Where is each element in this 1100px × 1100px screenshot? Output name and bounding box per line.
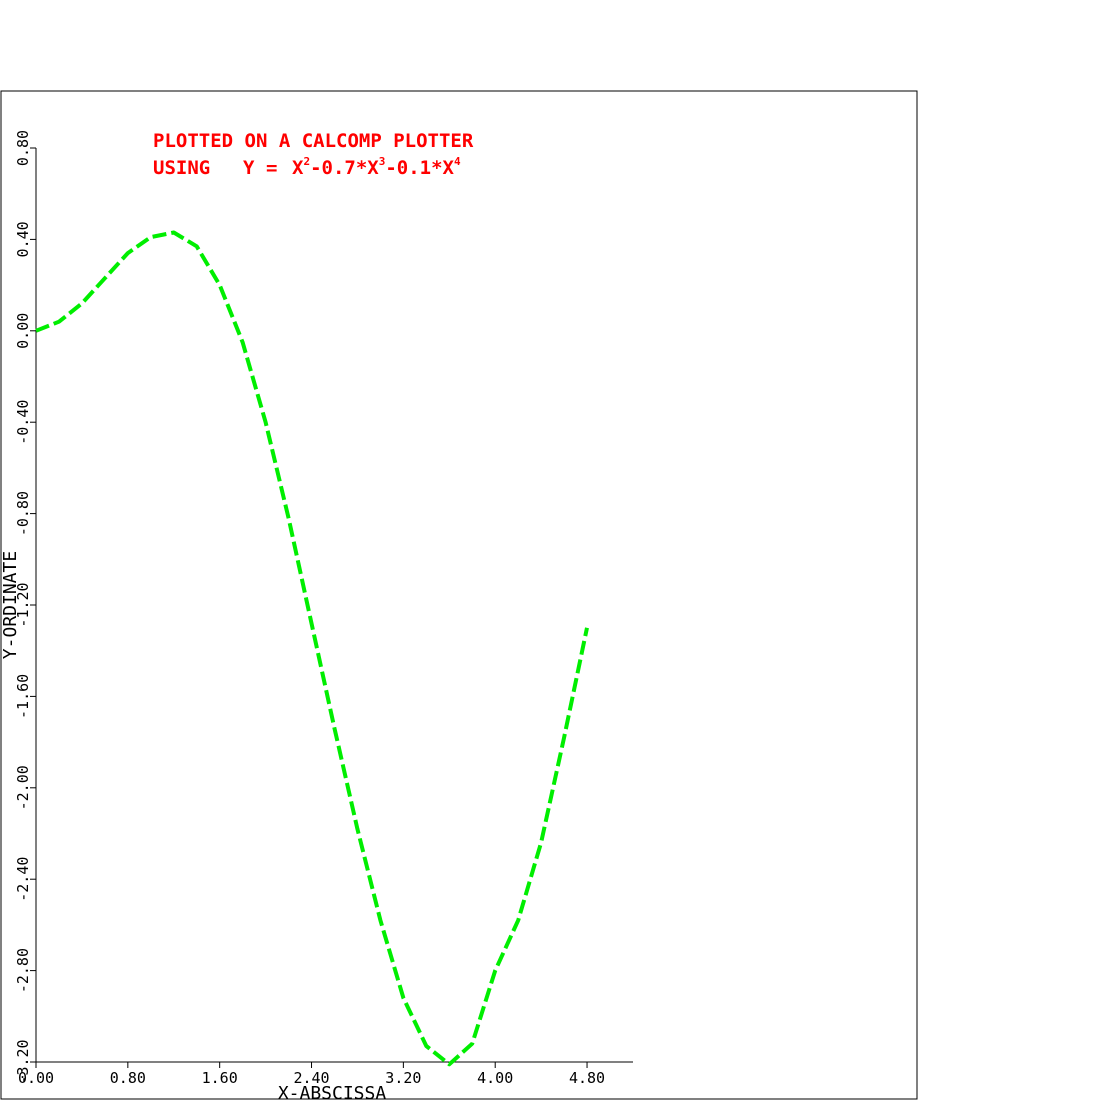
y-tick-label: -2.40 (14, 857, 32, 902)
x-tick-label: 2.40 (293, 1069, 329, 1087)
eq-sup-3: 4 (454, 155, 461, 168)
plot-frame (0, 90, 918, 1100)
x-axis-label: X-ABSCISSA (278, 1083, 387, 1100)
eq-y: Y (243, 157, 255, 179)
y-tick-label: -1.60 (14, 674, 32, 719)
eq-sup-1: 2 (303, 155, 310, 168)
title-line-2: USING Y = X2-0.7*X3-0.1*X4 (153, 155, 461, 179)
series-line (35, 230, 589, 1067)
eq-mid-1: -0.7*X (310, 157, 379, 179)
y-tick-label: 0.00 (14, 313, 32, 349)
y-axis-label: Y-ORDINATE (0, 551, 21, 659)
x-tick-label: 0.80 (110, 1069, 146, 1087)
x-tick-label: 4.00 (477, 1069, 513, 1087)
y-tick-label: -0.80 (14, 491, 32, 536)
y-axis-ticks: 0.80 0.40 0.00 -0.40 -0.80 -1.20 -1.60 -2.00 -2.… (14, 130, 36, 1085)
x-tick-label: 1.60 (202, 1069, 238, 1087)
x-tick-label: 4.80 (569, 1069, 605, 1087)
eq-mid-2: -0.1*X (385, 157, 454, 179)
y-tick-label: -0.40 (14, 400, 32, 445)
y-tick-label: 0.80 (14, 130, 32, 166)
x-tick-label: 0.00 (18, 1069, 54, 1087)
title-line-1: PLOTTED ON A CALCOMP PLOTTER (153, 130, 474, 152)
y-tick-label: -2.00 (14, 765, 32, 810)
y-tick-label: -2.80 (14, 948, 32, 993)
y-tick-label: -1.20 (14, 582, 32, 627)
title-using: USING (153, 157, 210, 179)
eq-sup-2: 3 (379, 155, 386, 168)
y-tick-label: -3.20 (14, 1039, 32, 1084)
eq-x1: X (292, 157, 304, 179)
eq-equals: = (266, 157, 277, 179)
y-tick-label: 0.40 (14, 221, 32, 257)
curve-series (35, 230, 589, 1067)
x-tick-label: 3.20 (385, 1069, 421, 1087)
x-axis-ticks: 0.00 0.80 1.60 2.40 3.20 4.00 4.80 (18, 1062, 605, 1087)
